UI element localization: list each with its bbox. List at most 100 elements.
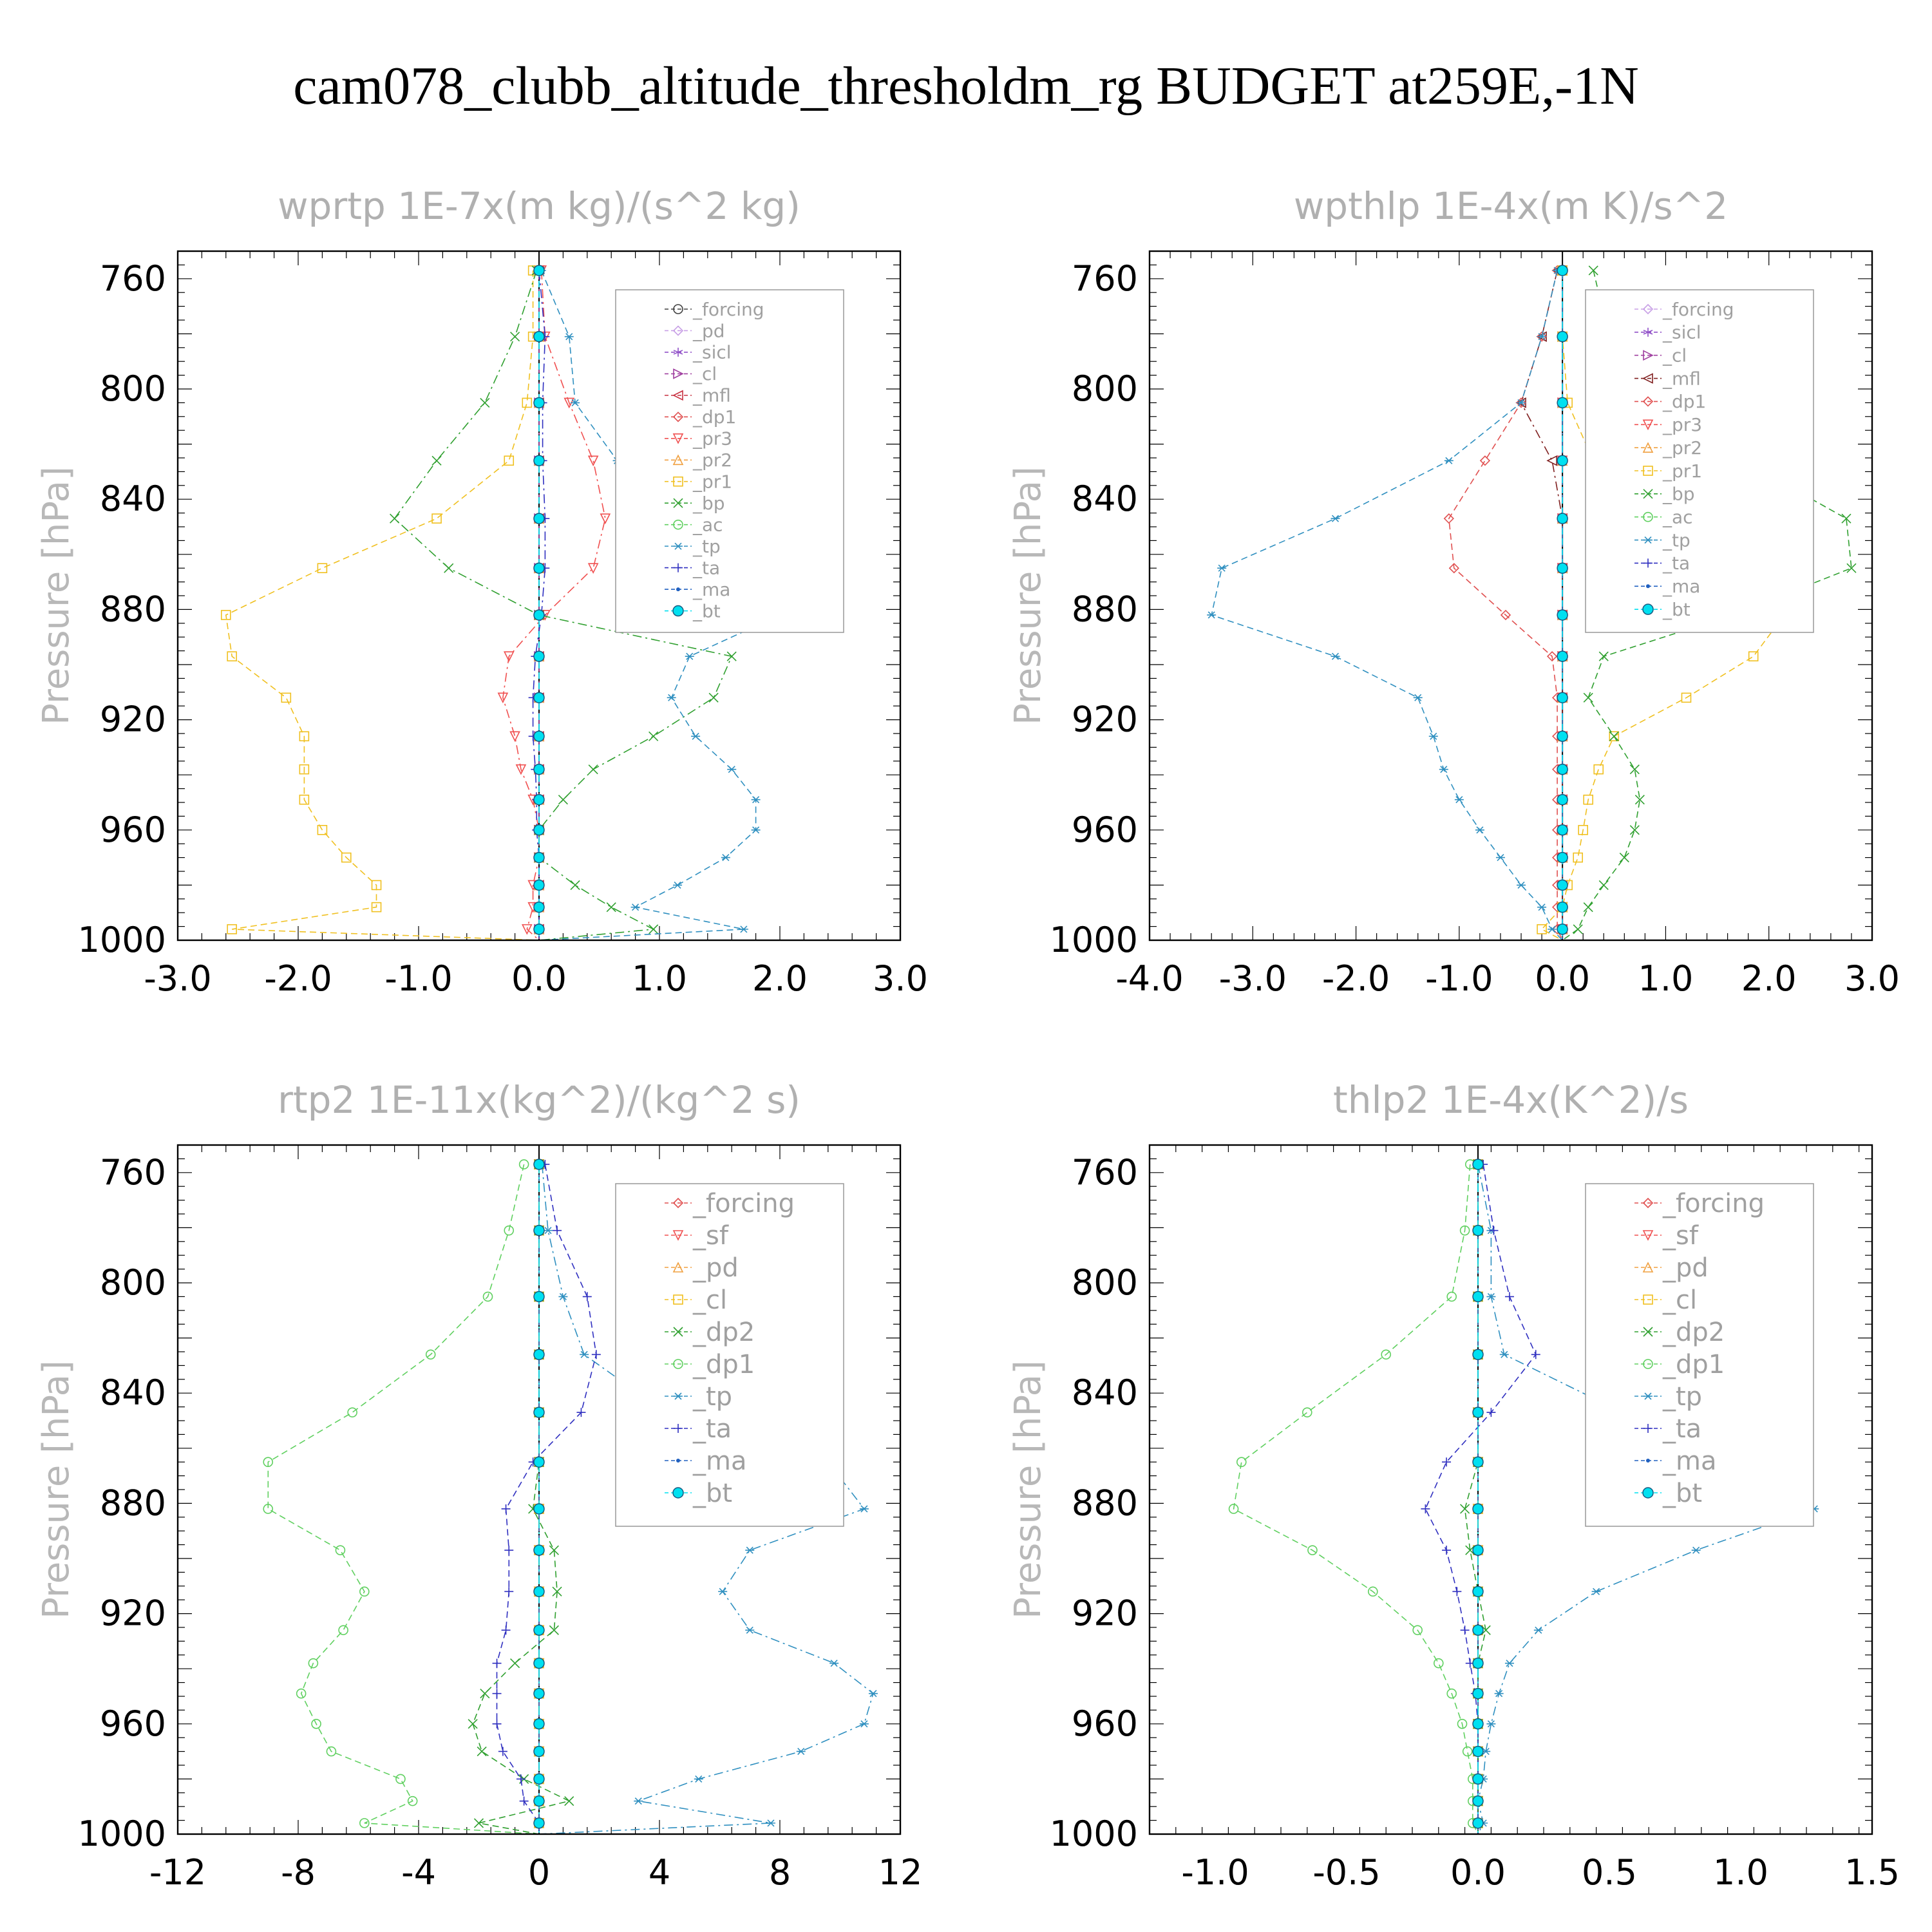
series-dp2 [468,1159,574,1835]
data-point [1472,1817,1484,1829]
legend-label: _ac [692,514,723,535]
data-point [1748,651,1759,661]
legend-label: _ma [692,579,730,600]
data-point [1557,901,1568,913]
data-point [691,732,701,740]
data-point [518,1159,529,1170]
plot-frame [1148,1144,1873,1835]
data-point [1217,564,1227,572]
data-point [1841,513,1852,524]
data-point [1460,1625,1470,1635]
data-point [1557,923,1568,935]
series-line [225,270,540,941]
chart-title: wprtp 1E-7x(m kg)/(s^2 kg) [278,184,800,228]
data-point [431,513,442,524]
y-tick-label: 1000 [78,920,166,960]
legend-label: _tp [692,1382,732,1412]
legend-marker [1642,603,1654,615]
data-point [1629,764,1640,775]
data-point [533,692,545,704]
data-point [859,1720,869,1728]
legend-marker [674,542,683,550]
data-point [311,1719,321,1729]
data-point [533,1406,545,1418]
data-point [1537,904,1547,911]
data-point [1629,825,1640,835]
data-point [1598,651,1609,661]
data-point [634,1797,643,1805]
legend-label: _sicl [1662,322,1701,343]
y-tick-label: 880 [100,589,166,629]
data-point [553,1226,562,1235]
data-point [501,1625,511,1635]
legend-marker [1643,350,1654,361]
data-point [263,1457,274,1467]
data-point [1517,881,1526,889]
y-tick-label: 920 [1072,699,1138,740]
chart-title: rtp2 1E-11x(kg^2)/(kg^2 s) [278,1078,800,1122]
legend-marker [1643,327,1653,337]
data-point [552,1586,562,1596]
data-point [1446,1688,1457,1699]
legend-marker [672,605,684,617]
x-tick-label: 2.0 [752,958,808,999]
data-point [1472,1586,1484,1598]
legend-marker [673,476,683,487]
data-point [1236,1457,1247,1467]
data-point [533,1586,545,1598]
y-tick-label: 760 [100,258,166,299]
legend-marker [1642,442,1654,453]
data-point [1531,1350,1540,1359]
page-title: cam078_clubb_altitude_thresholdm_rg BUDG… [293,56,1639,116]
legend-label: _ma [1662,576,1700,597]
data-point [1462,1746,1473,1757]
data-point [407,1795,418,1806]
legend-marker [676,1459,680,1463]
data-point [522,924,533,935]
data-point [533,1745,545,1757]
data-point [1479,455,1491,466]
plot-frame [1148,250,1873,942]
x-tick-label: 1.0 [632,958,687,999]
data-point [718,1587,728,1595]
legend-label: _pr1 [692,471,732,493]
data-point [1302,1407,1312,1417]
data-point [1583,794,1594,805]
data-point [533,1159,545,1170]
data-point [1634,795,1645,805]
data-point [296,1688,307,1699]
legend-label: _forcing [1662,299,1734,320]
data-point [751,796,761,804]
data-point [299,731,310,742]
legend-label: _bt [692,600,721,621]
legend-label: _ta [692,557,720,578]
x-tick-label: -2.0 [1322,958,1390,999]
data-point [371,902,382,913]
legend-label: _dp2 [692,1318,755,1347]
data-point [299,794,310,805]
data-point [533,793,545,806]
y-tick-label: 760 [1072,1152,1138,1193]
data-point [1504,1292,1514,1302]
x-tick-label: -3.0 [1219,958,1287,999]
data-point [1557,650,1568,662]
series-bt [533,265,545,940]
data-point [533,923,545,935]
legend-label: _ta [1662,1414,1701,1444]
legend-marker [1642,1262,1654,1273]
data-point [766,1819,775,1827]
data-point [326,1746,337,1757]
series-line [1464,1164,1487,1834]
data-point [1557,609,1568,621]
legend-label: _dp1 [1662,391,1706,412]
data-point [1457,1719,1468,1729]
legend-marker [672,1487,684,1499]
legend-label: _bt [692,1479,732,1508]
legend-label: _sf [1662,1221,1699,1251]
data-point [544,1227,553,1235]
series-dp1 [1228,1159,1479,1835]
data-point [1472,1687,1484,1700]
x-tick-label: 3.0 [873,958,928,999]
x-tick-label: -1.0 [1425,958,1493,999]
data-point [533,1291,545,1303]
